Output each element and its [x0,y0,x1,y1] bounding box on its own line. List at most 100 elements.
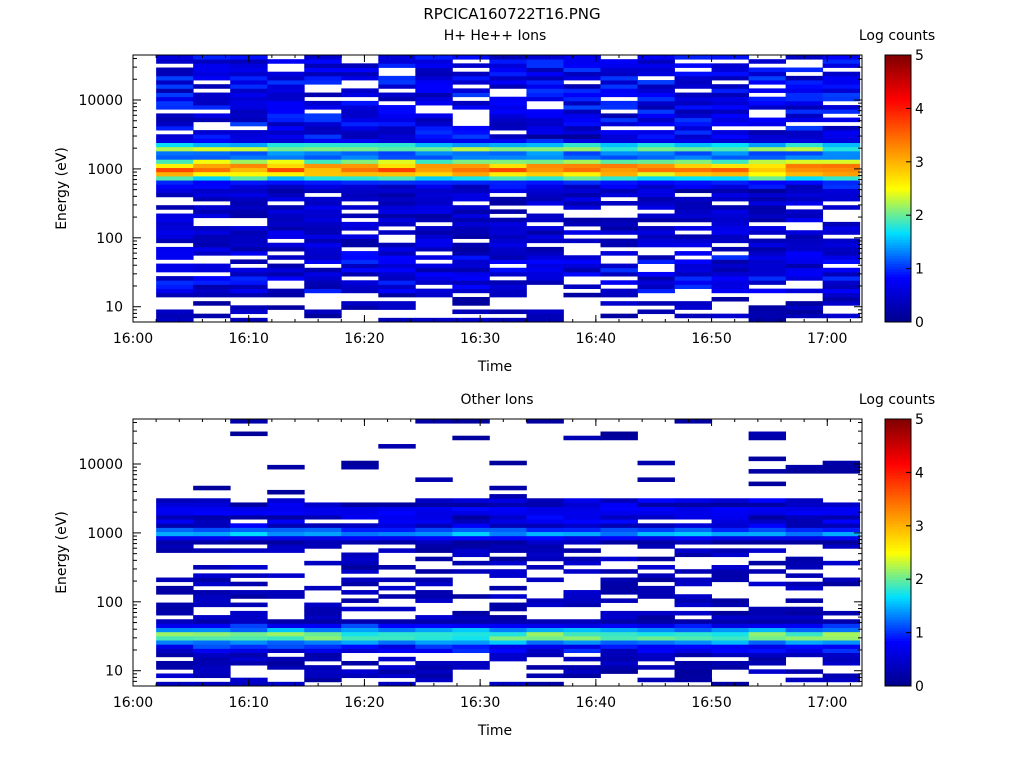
heatmap-cell [452,125,490,131]
colorbar-swatch [885,456,911,460]
heatmap-cell [341,640,379,645]
heatmap-cell [304,535,342,541]
heatmap-cell [230,205,268,210]
heatmap-cell [415,523,453,528]
heatmap-cell [526,523,564,528]
heatmap-cell [674,213,712,219]
heatmap-cell [637,514,675,520]
heatmap-cell [637,565,675,570]
colorbar-swatch [885,619,911,623]
heatmap-cell [711,159,749,164]
heatmap-cell [452,167,490,173]
heatmap-cell [600,644,638,649]
heatmap-cell [600,134,638,139]
heatmap-cell [230,594,268,599]
heatmap-cell [785,585,824,591]
heatmap-cell [341,255,379,260]
heatmap-cell [489,535,527,541]
heatmap-cell [563,259,601,264]
heatmap-cell [452,259,490,264]
heatmap-cell [341,631,379,637]
heatmap-cell [711,209,749,214]
heatmap-cell [785,163,824,169]
heatmap-cell [378,251,416,256]
heatmap-cell [748,175,787,181]
colorbar-swatch [885,223,911,227]
colorbar-swatch [885,421,911,425]
heatmap-cell [230,209,268,214]
heatmap-cell [378,155,416,160]
heatmap-cell [526,635,564,641]
heatmap-cell [822,648,861,654]
heatmap-cell [415,234,453,239]
heatmap-cell [193,598,231,603]
heatmap-cell [452,75,490,81]
colorbar-swatch [885,611,911,615]
heatmap-cell [267,192,305,198]
colorbar-swatch [885,167,911,171]
heatmap-cell [822,267,861,273]
heatmap-cell [748,138,787,144]
heatmap-cell [563,171,601,177]
heatmap-cell [563,602,601,608]
heatmap-cell [156,96,194,102]
heatmap-cell [674,531,712,537]
colorbar-swatch [885,241,911,246]
heatmap-cell [489,226,527,231]
heatmap-cell [230,271,268,277]
colorbar-swatch [885,124,911,128]
heatmap-cell [341,502,379,508]
colorbar-tick-label: 3 [915,155,924,171]
heatmap-cell [674,619,712,624]
heatmap-cell [674,184,712,189]
heatmap-cell [230,159,268,164]
heatmap-cell [304,221,342,227]
heatmap-cell [785,640,824,645]
heatmap-cell [156,317,194,322]
colorbar-swatch [885,560,911,564]
heatmap-cell [415,669,453,674]
heatmap-cell [267,590,305,595]
heatmap-cell [711,665,749,670]
colorbar-swatch [885,683,911,687]
heatmap-cell [304,55,342,60]
heatmap-cell [304,560,342,566]
heatmap-cell [711,610,749,616]
heatmap-cell [230,121,268,127]
colorbar-swatch [885,528,911,532]
heatmap-cell [526,598,564,603]
heatmap-cell [563,125,601,131]
heatmap-cell [526,552,564,558]
heatmap-cell [748,75,787,81]
heatmap-cell [822,527,861,533]
colorbar-swatch [885,571,911,575]
heatmap-cell [711,280,749,285]
heatmap-cell [526,230,564,235]
heatmap-cell [489,519,527,524]
heatmap-cell [822,640,861,645]
heatmap-cell [304,63,342,68]
heatmap-cell [600,631,638,637]
heatmap-cell [711,238,749,244]
heatmap-cell [156,184,194,189]
heatmap-cell [785,255,824,260]
heatmap-cell [600,242,638,248]
heatmap-cell [230,155,268,160]
heatmap-cell [785,209,824,214]
colorbar-swatch [885,183,911,187]
heatmap-cell [674,506,712,512]
colorbar-swatch [885,651,911,655]
heatmap-cell [637,88,675,93]
heatmap-cell [600,271,638,277]
heatmap-cell [415,146,453,152]
x-tick-label: 16:10 [229,695,269,711]
heatmap-cell [304,652,342,658]
heatmap-cell [711,313,749,319]
heatmap-cell [711,142,749,148]
heatmap-cell [489,556,527,562]
heatmap-cell [230,113,268,118]
heatmap-cell [489,134,527,139]
heatmap-cell [674,610,712,616]
heatmap-cell [637,309,675,315]
heatmap-cell [674,130,712,135]
